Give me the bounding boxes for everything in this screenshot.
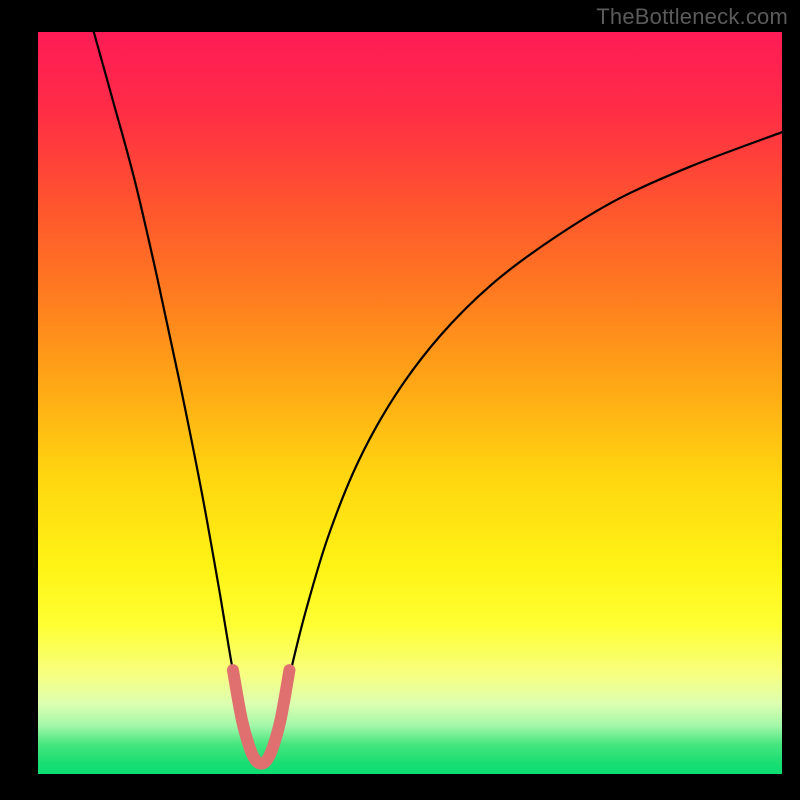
plot-background [38,32,782,774]
watermark-text: TheBottleneck.com [596,4,788,30]
bottleneck-chart-svg [0,0,800,800]
chart-container: TheBottleneck.com [0,0,800,800]
